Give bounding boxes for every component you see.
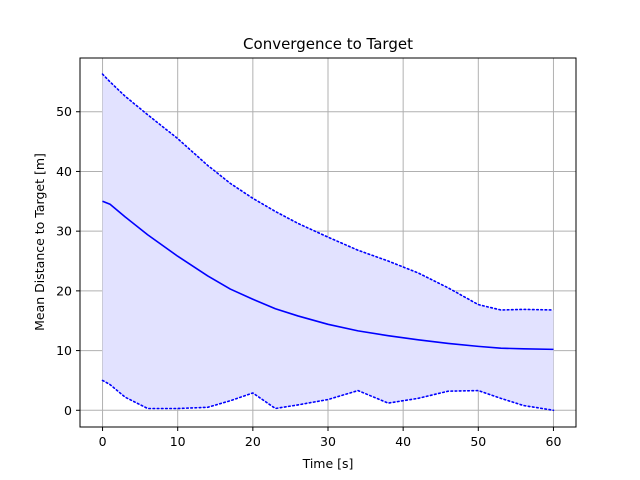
x-tick-label: 10 <box>170 434 186 449</box>
series-lines <box>101 73 555 412</box>
x-axis-title: Time [s] <box>302 456 354 471</box>
x-tick-label: 50 <box>470 434 486 449</box>
chart-title: Convergence to Target <box>243 35 413 53</box>
range-band-fill <box>102 74 554 411</box>
y-tick-label: 30 <box>56 224 72 239</box>
x-tick-label: 30 <box>320 434 336 449</box>
x-axis-ticks: 0 10 20 30 40 50 60 <box>99 427 562 449</box>
x-tick-label: 40 <box>395 434 411 449</box>
series-upper-line <box>101 73 555 311</box>
y-axis-title: Mean Distance to Target [m] <box>32 153 47 331</box>
series-lower-line <box>101 379 555 412</box>
y-tick-label: 40 <box>56 164 72 179</box>
range-band <box>102 74 554 411</box>
y-tick-label: 20 <box>56 283 72 298</box>
x-tick-label: 20 <box>245 434 261 449</box>
y-tick-label: 0 <box>64 403 72 418</box>
x-tick-label: 60 <box>546 434 562 449</box>
x-tick-label: 0 <box>99 434 107 449</box>
y-tick-label: 10 <box>56 343 72 358</box>
series-mean-line <box>102 200 554 351</box>
y-tick-label: 50 <box>56 104 72 119</box>
y-axis-ticks: 0 10 20 30 40 50 <box>56 104 80 418</box>
